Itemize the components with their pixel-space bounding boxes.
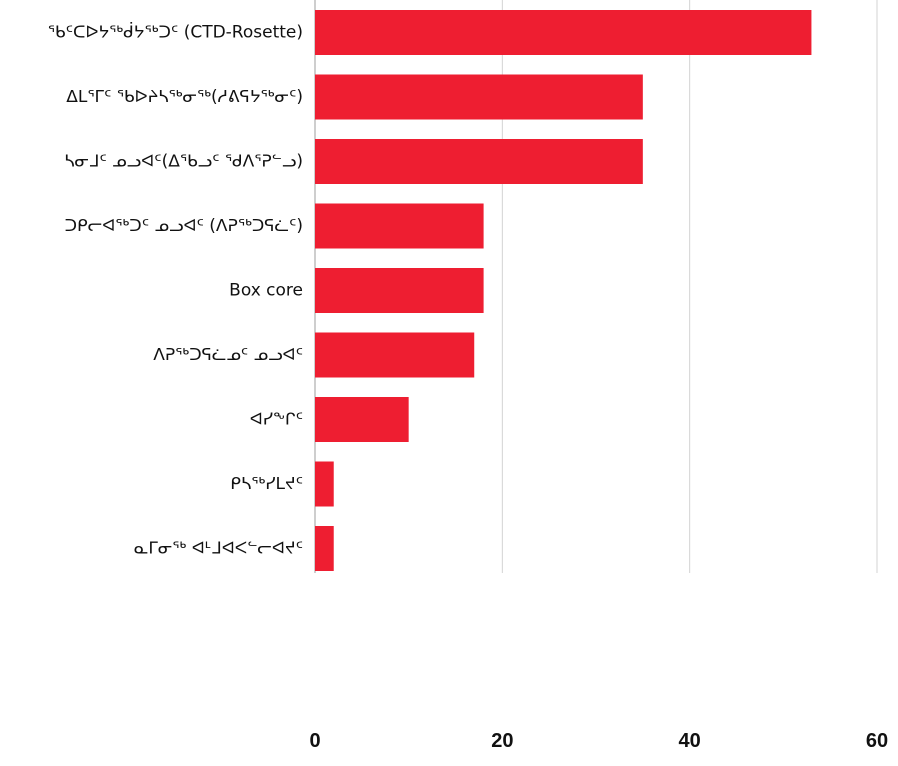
bar-4 (315, 203, 484, 249)
category-labels: ᖃᑦᑕᐅᔭᖅᑰᔭᖅᑐᑦ (CTD-Rosette) ᐃᒪᕐᒥᑦ ᖃᐅᔨᓴᖅᓂᖅ(ᓱ… (48, 21, 303, 559)
bar-5 (315, 268, 484, 313)
bars (315, 10, 812, 571)
category-label-4: ᑐᑭᓕᐊᖅᑐᑦ ᓄᓗᐊᑦ (ᐱᕈᖅᑐᕋᓛᑦ) (65, 216, 303, 236)
bar-3 (315, 139, 643, 184)
bar-2 (315, 74, 643, 120)
bar-8 (315, 461, 334, 507)
bar-7 (315, 397, 409, 442)
x-tick-labels: 0 20 40 60 (309, 730, 888, 752)
x-tick-label-20: 20 (491, 730, 513, 752)
x-tick-label-40: 40 (679, 730, 701, 752)
category-label-8: ᑭᓴᖅᓯᒪᔪᑦ (230, 474, 303, 494)
bar-1 (315, 10, 812, 55)
category-label-3: ᓴᓂᒧᑦ ᓄᓗᐊᑦ(ᐃᖃᓗᑦ ᖁᐱᕐᕈᓪᓗ) (64, 152, 303, 172)
category-label-2: ᐃᒪᕐᒥᑦ ᖃᐅᔨᓴᖅᓂᖅ(ᓱᕕᕋᔭᖅᓂᑦ) (66, 87, 303, 107)
x-tick-label-60: 60 (866, 730, 888, 752)
bar-9 (315, 526, 334, 571)
category-label-7: ᐊᓯᖕᒋᑦ (250, 410, 303, 430)
category-label-6: ᐱᕈᖅᑐᕋᓛᓄᑦ ᓄᓗᐊᑦ (153, 345, 303, 365)
category-label-1: ᖃᑦᑕᐅᔭᖅᑰᔭᖅᑐᑦ (CTD-Rosette) (48, 21, 303, 43)
category-label-5: Box core (229, 281, 303, 301)
x-tick-label-0: 0 (309, 730, 320, 752)
category-label-9: ᓇᒥᓂᖅ ᐊᒻᒧᐊᐸᓪᓕᐊᔪᑦ (134, 539, 303, 559)
bar-6 (315, 332, 475, 378)
